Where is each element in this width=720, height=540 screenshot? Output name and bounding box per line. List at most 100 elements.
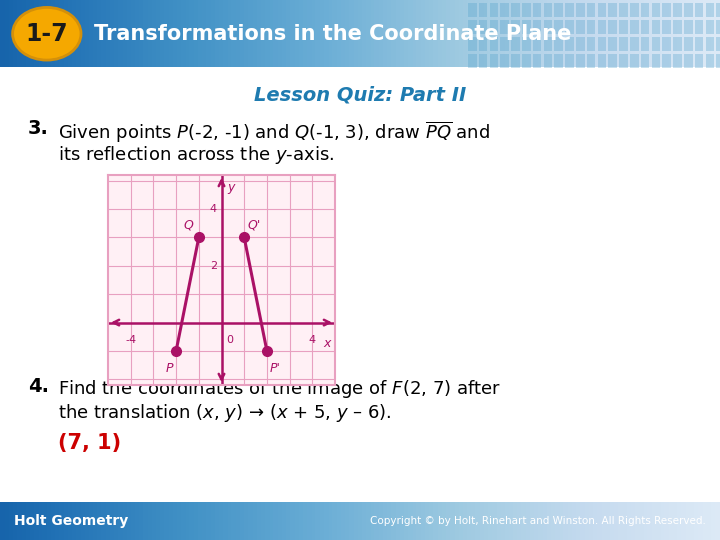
- FancyBboxPatch shape: [544, 54, 552, 68]
- FancyBboxPatch shape: [619, 54, 628, 68]
- FancyBboxPatch shape: [576, 20, 585, 33]
- Text: Transformations in the Coordinate Plane: Transformations in the Coordinate Plane: [94, 24, 571, 44]
- FancyBboxPatch shape: [630, 3, 639, 17]
- Text: P': P': [269, 362, 281, 375]
- FancyBboxPatch shape: [630, 54, 639, 68]
- FancyBboxPatch shape: [479, 20, 487, 33]
- FancyBboxPatch shape: [587, 54, 595, 68]
- Text: Holt Geometry: Holt Geometry: [14, 514, 129, 528]
- Text: the translation ($x$, $y$) → ($x$ + 5, $y$ – 6).: the translation ($x$, $y$) → ($x$ + 5, $…: [58, 402, 392, 423]
- Text: Given points $P$(-2, -1) and $Q$(-1, 3), draw $\overline{PQ}$ and: Given points $P$(-2, -1) and $Q$(-1, 3),…: [58, 119, 490, 145]
- FancyBboxPatch shape: [695, 3, 703, 17]
- FancyBboxPatch shape: [716, 54, 720, 68]
- Text: 2: 2: [210, 261, 217, 271]
- FancyBboxPatch shape: [576, 54, 585, 68]
- FancyBboxPatch shape: [511, 37, 520, 51]
- FancyBboxPatch shape: [619, 20, 628, 33]
- FancyBboxPatch shape: [684, 20, 693, 33]
- FancyBboxPatch shape: [684, 3, 693, 17]
- FancyBboxPatch shape: [652, 3, 660, 17]
- FancyBboxPatch shape: [630, 20, 639, 33]
- Ellipse shape: [13, 8, 81, 60]
- FancyBboxPatch shape: [630, 37, 639, 51]
- FancyBboxPatch shape: [479, 3, 487, 17]
- FancyBboxPatch shape: [544, 20, 552, 33]
- FancyBboxPatch shape: [716, 20, 720, 33]
- FancyBboxPatch shape: [706, 20, 714, 33]
- FancyBboxPatch shape: [522, 20, 531, 33]
- FancyBboxPatch shape: [673, 20, 682, 33]
- FancyBboxPatch shape: [490, 20, 498, 33]
- FancyBboxPatch shape: [544, 3, 552, 17]
- FancyBboxPatch shape: [468, 3, 477, 17]
- FancyBboxPatch shape: [641, 54, 649, 68]
- Text: -4: -4: [125, 335, 136, 346]
- FancyBboxPatch shape: [695, 20, 703, 33]
- FancyBboxPatch shape: [554, 3, 563, 17]
- FancyBboxPatch shape: [598, 37, 606, 51]
- FancyBboxPatch shape: [468, 54, 477, 68]
- FancyBboxPatch shape: [587, 3, 595, 17]
- FancyBboxPatch shape: [554, 20, 563, 33]
- Text: 3.: 3.: [28, 119, 49, 138]
- FancyBboxPatch shape: [479, 54, 487, 68]
- FancyBboxPatch shape: [619, 37, 628, 51]
- FancyBboxPatch shape: [652, 54, 660, 68]
- FancyBboxPatch shape: [608, 37, 617, 51]
- FancyBboxPatch shape: [468, 20, 477, 33]
- FancyBboxPatch shape: [468, 37, 477, 51]
- FancyBboxPatch shape: [490, 37, 498, 51]
- Text: 1-7: 1-7: [25, 22, 68, 46]
- FancyBboxPatch shape: [662, 37, 671, 51]
- FancyBboxPatch shape: [565, 37, 574, 51]
- Text: x: x: [323, 337, 330, 350]
- FancyBboxPatch shape: [608, 54, 617, 68]
- FancyBboxPatch shape: [641, 37, 649, 51]
- FancyBboxPatch shape: [598, 54, 606, 68]
- FancyBboxPatch shape: [695, 54, 703, 68]
- FancyBboxPatch shape: [598, 20, 606, 33]
- Text: Find the coordinates of the image of $F$(2, 7) after: Find the coordinates of the image of $F$…: [58, 377, 501, 400]
- FancyBboxPatch shape: [500, 54, 509, 68]
- FancyBboxPatch shape: [684, 54, 693, 68]
- FancyBboxPatch shape: [652, 37, 660, 51]
- FancyBboxPatch shape: [500, 20, 509, 33]
- FancyBboxPatch shape: [684, 37, 693, 51]
- FancyBboxPatch shape: [490, 3, 498, 17]
- FancyBboxPatch shape: [500, 37, 509, 51]
- FancyBboxPatch shape: [565, 54, 574, 68]
- Text: 4: 4: [210, 204, 217, 214]
- Text: (7, 1): (7, 1): [58, 433, 121, 453]
- FancyBboxPatch shape: [587, 20, 595, 33]
- Text: P: P: [165, 362, 173, 375]
- FancyBboxPatch shape: [662, 54, 671, 68]
- FancyBboxPatch shape: [619, 3, 628, 17]
- FancyBboxPatch shape: [716, 3, 720, 17]
- FancyBboxPatch shape: [554, 37, 563, 51]
- FancyBboxPatch shape: [716, 37, 720, 51]
- FancyBboxPatch shape: [576, 37, 585, 51]
- FancyBboxPatch shape: [533, 20, 541, 33]
- FancyBboxPatch shape: [662, 20, 671, 33]
- FancyBboxPatch shape: [544, 37, 552, 51]
- Text: Lesson Quiz: Part II: Lesson Quiz: Part II: [254, 85, 466, 105]
- FancyBboxPatch shape: [673, 37, 682, 51]
- FancyBboxPatch shape: [695, 37, 703, 51]
- FancyBboxPatch shape: [673, 54, 682, 68]
- FancyBboxPatch shape: [511, 54, 520, 68]
- FancyBboxPatch shape: [641, 20, 649, 33]
- FancyBboxPatch shape: [533, 54, 541, 68]
- FancyBboxPatch shape: [522, 3, 531, 17]
- Text: y: y: [228, 181, 235, 194]
- FancyBboxPatch shape: [533, 37, 541, 51]
- FancyBboxPatch shape: [479, 37, 487, 51]
- FancyBboxPatch shape: [673, 3, 682, 17]
- FancyBboxPatch shape: [500, 3, 509, 17]
- Text: 0: 0: [226, 335, 233, 346]
- FancyBboxPatch shape: [511, 20, 520, 33]
- FancyBboxPatch shape: [706, 3, 714, 17]
- FancyBboxPatch shape: [662, 3, 671, 17]
- Text: 4: 4: [309, 335, 316, 346]
- FancyBboxPatch shape: [706, 37, 714, 51]
- FancyBboxPatch shape: [533, 3, 541, 17]
